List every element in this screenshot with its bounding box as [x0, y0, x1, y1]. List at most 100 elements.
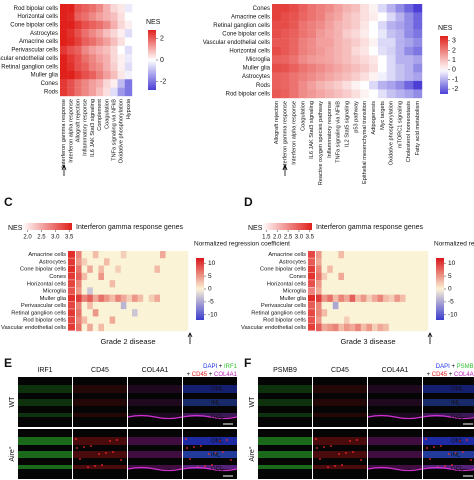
heatmap-cell [394, 287, 401, 295]
heatmap-cell [404, 29, 414, 39]
heatmap-cell [109, 301, 116, 310]
x-label: Grade 2 disease [100, 337, 155, 346]
tissue-band [313, 399, 367, 406]
nes-cell [68, 301, 75, 309]
channel-label: COL4A1 [382, 367, 409, 374]
heatmap-cell [81, 316, 88, 324]
merge-token: CD45 [432, 372, 448, 378]
heatmap-cell [360, 29, 370, 39]
heatmap-cell [132, 272, 138, 281]
colorbar-tick-label: 0 [452, 67, 456, 74]
heatmap-cell [132, 287, 138, 295]
colorbar [440, 36, 448, 94]
heatmap-cell [272, 12, 282, 22]
heatmap-cell [416, 287, 423, 295]
heatmap-cell [307, 21, 317, 30]
heatmap-cell [360, 309, 367, 317]
heatmap-cell [332, 272, 339, 281]
heatmap-cell [416, 272, 423, 281]
heatmap-cell [324, 29, 334, 39]
arrow [187, 332, 193, 344]
nes-cell [308, 258, 315, 266]
tissue-band [73, 399, 127, 406]
heatmap-cell [338, 251, 345, 259]
heatmap-cell [422, 309, 429, 317]
heatmap-cell [88, 54, 97, 63]
heatmap-cell [104, 323, 110, 332]
row-label: Amacrine cells [268, 252, 306, 258]
cell-dot [101, 464, 103, 466]
heatmap-cell [316, 272, 322, 281]
tissue-band [183, 451, 237, 458]
cell-dot [327, 466, 329, 468]
merge-token: DAPI [436, 364, 450, 370]
heatmap-cell [280, 4, 290, 13]
heatmap-cell [132, 294, 138, 303]
cell-dot [440, 445, 442, 447]
heatmap-cell [272, 80, 282, 90]
heatmap-cell [272, 72, 282, 82]
heatmap-cell [143, 294, 149, 303]
heatmap-cell [355, 323, 361, 332]
heatmap-cell [342, 55, 352, 65]
column-label: Myc targets [380, 101, 386, 130]
heatmap-cell [400, 251, 406, 259]
heatmap-cell [132, 251, 138, 259]
heatmap-cell [110, 54, 118, 63]
row-label: Aire° [248, 446, 256, 461]
heatmap-cell [176, 272, 183, 281]
heatmap-cell [388, 251, 395, 259]
heatmap-cell [360, 55, 370, 65]
row-label: Astrocytes [30, 31, 58, 37]
heatmap-cell [103, 54, 111, 63]
heatmap-cell [333, 89, 343, 99]
heatmap-cell [143, 265, 149, 274]
heatmap-cell [411, 258, 417, 266]
heatmap-cell [360, 63, 370, 73]
cell-dot [341, 464, 343, 466]
heatmap-cell [377, 38, 387, 47]
tissue-band [258, 413, 312, 417]
heatmap-cell [416, 280, 423, 288]
column-label: Interferon gamma response [283, 101, 289, 170]
heatmap-cell [394, 251, 401, 259]
heatmap-cell [160, 323, 166, 332]
heatmap-cell [333, 63, 343, 73]
heatmap-cell [316, 72, 326, 82]
colorbar-tick-label: -10 [208, 312, 218, 319]
row-label: Retinal ganglion cells [251, 310, 306, 316]
heatmap-cell [96, 20, 104, 30]
row-label: Retinal ganglion cells [1, 64, 58, 70]
heatmap-cell [388, 309, 395, 317]
heatmap-cell [289, 55, 299, 65]
merge-token: DAPI [203, 364, 217, 370]
heatmap-cell [386, 72, 396, 82]
heatmap-cell [76, 316, 82, 324]
heatmap-cell [104, 287, 110, 295]
heatmap-cell [383, 272, 389, 281]
cell-dot [349, 440, 351, 442]
row-label: Astrocytes [242, 74, 270, 80]
heatmap-cell [342, 63, 352, 73]
heatmap-cell [316, 309, 322, 317]
row-label: Rod bipolar cells [226, 91, 270, 97]
column-label: Interferon alpha response [292, 101, 298, 165]
cell-dot [204, 465, 206, 467]
heatmap-cell [377, 258, 384, 266]
heatmap-cell [109, 258, 116, 266]
column-label: IL6 JAK Stat3 signaling [90, 99, 96, 157]
heatmap-cell [76, 294, 82, 303]
column-label: Interferon gamma response [61, 99, 67, 168]
heatmap-cell [360, 265, 367, 274]
micrograph [73, 377, 127, 427]
heatmap-cell [344, 265, 350, 274]
heatmap-cell [360, 280, 367, 288]
heatmap-cell [307, 12, 317, 22]
layer-label: GCL [451, 415, 464, 421]
heatmap-cell [386, 80, 396, 90]
heatmap-cell [67, 12, 75, 21]
heatmap-cell [321, 265, 328, 274]
colorbar-title: NES [146, 19, 161, 26]
merge-token: COL4A1 [454, 372, 474, 378]
